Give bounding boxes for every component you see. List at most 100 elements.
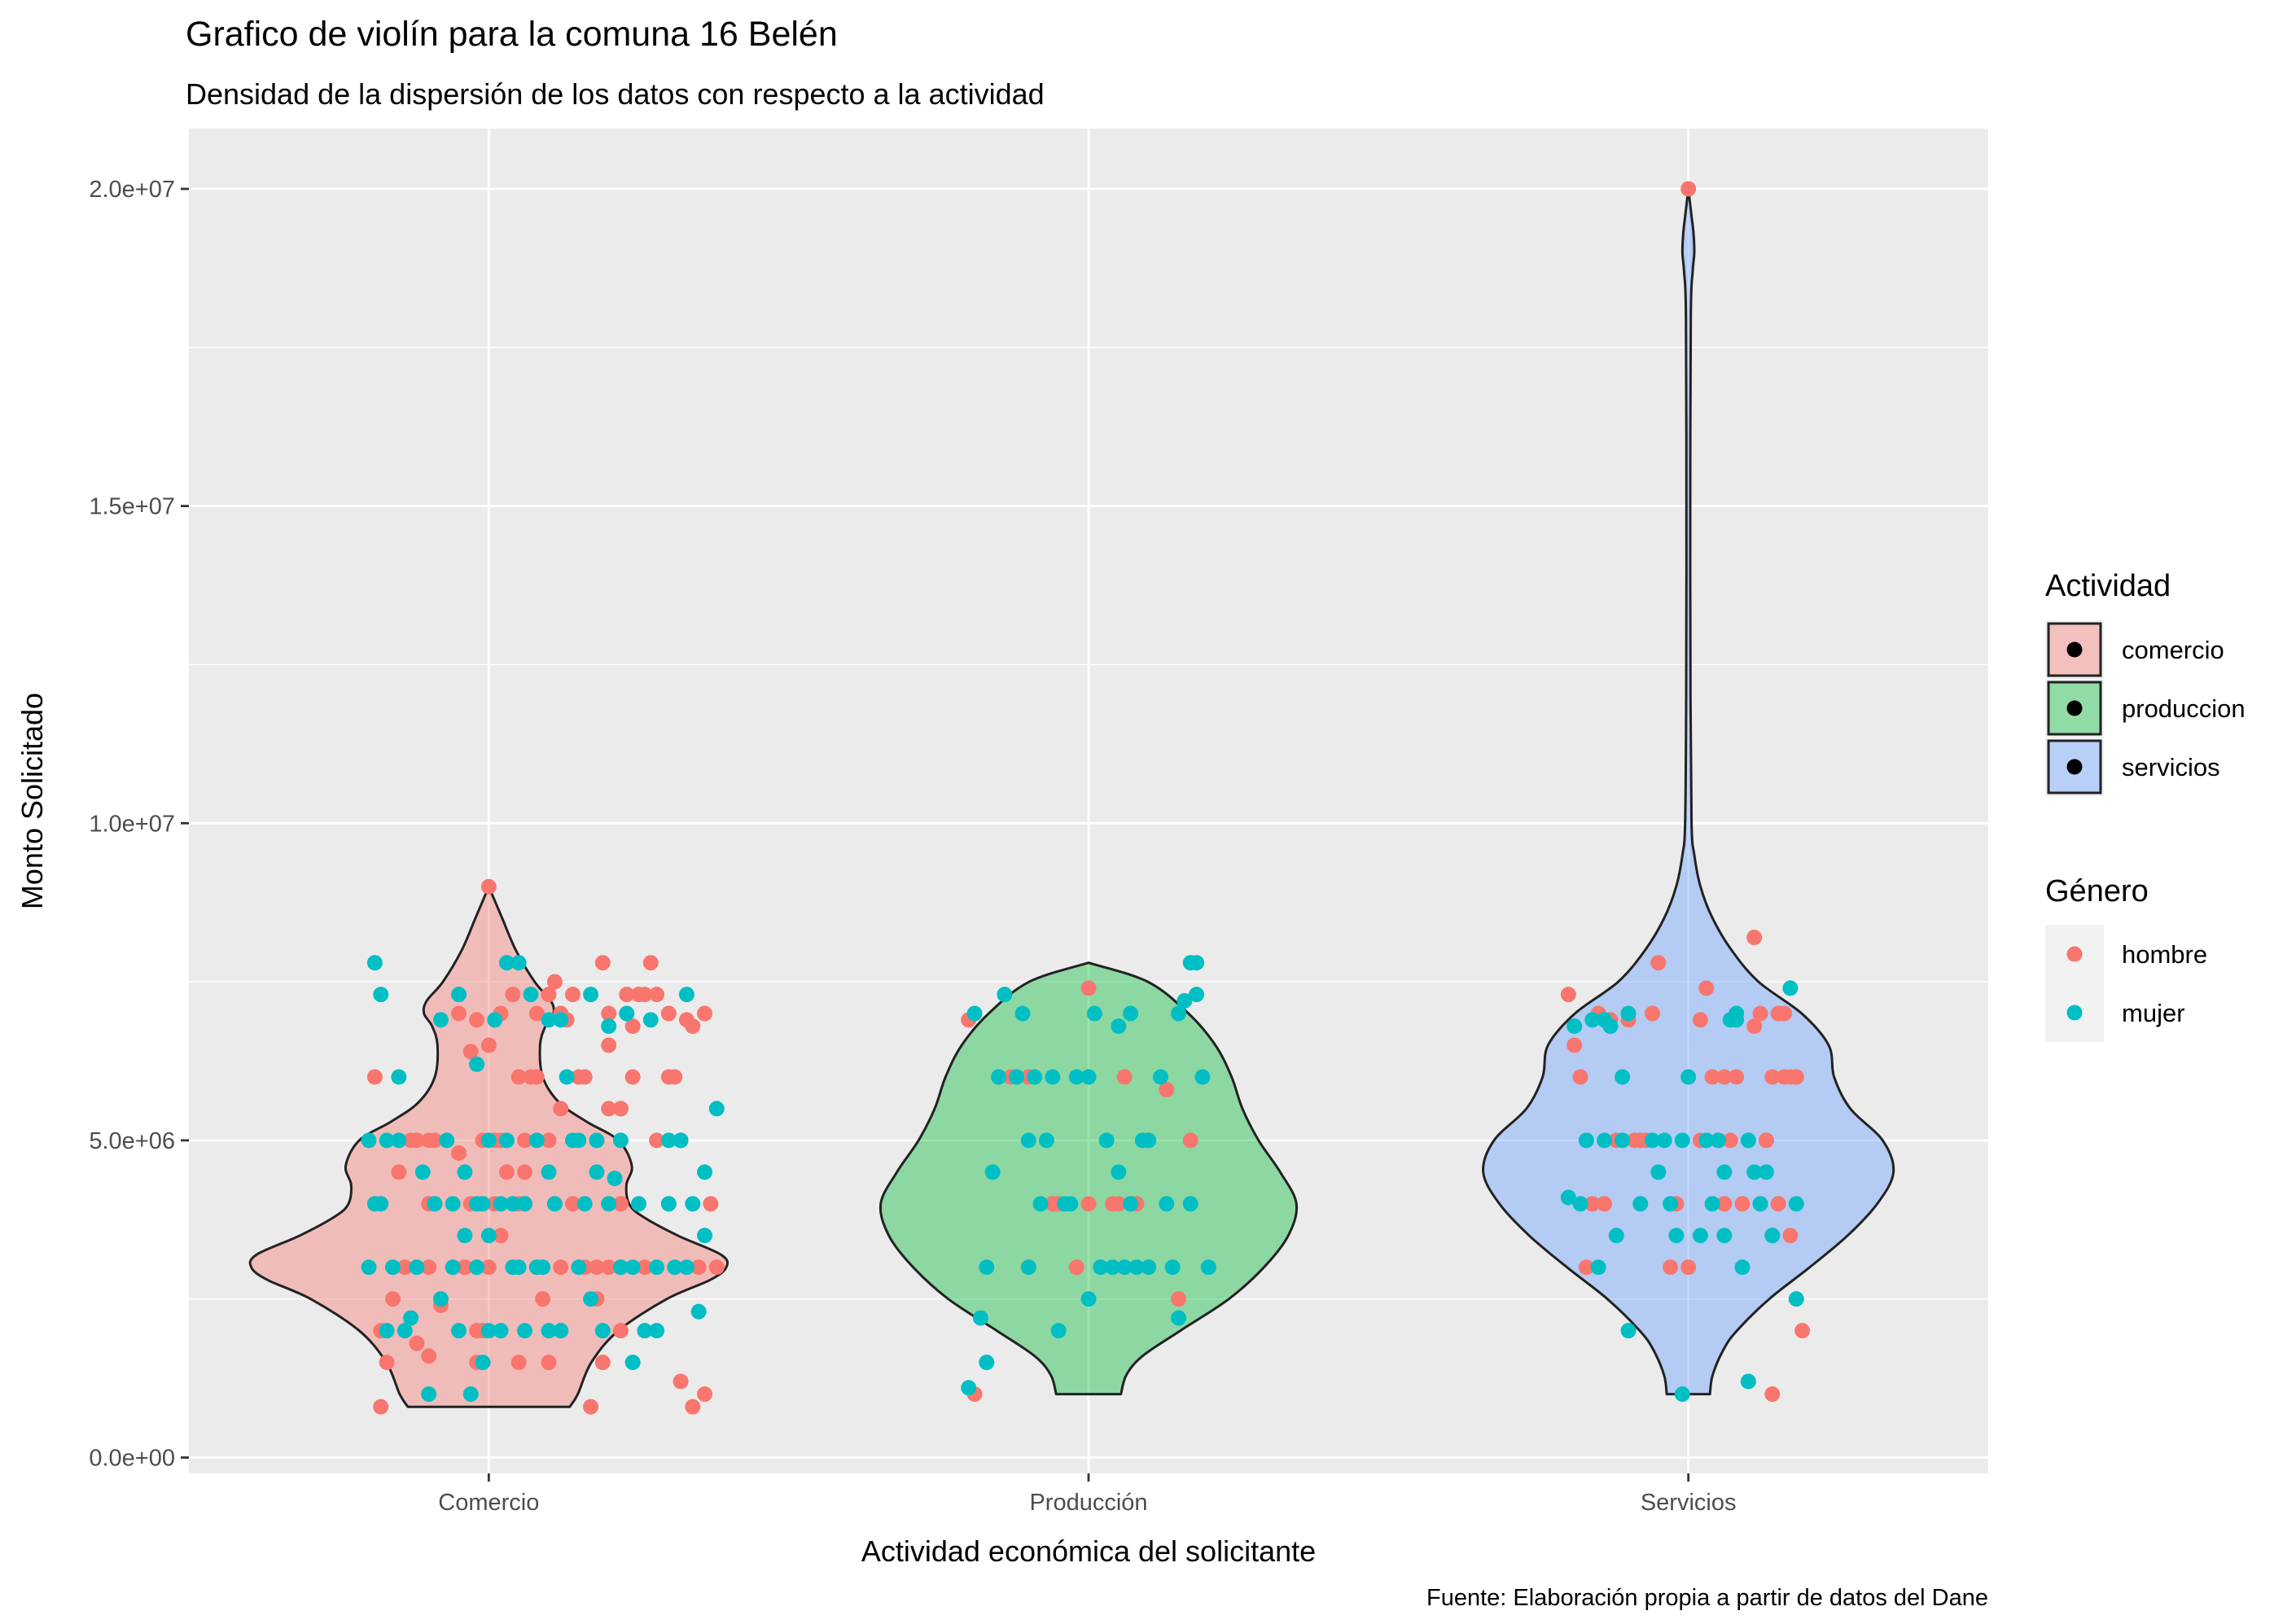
legend-actividad-title: Actividad [2045,569,2171,603]
point-mujer [673,1132,689,1149]
point-mujer [1045,1069,1061,1085]
point-hombre [462,1044,479,1060]
point-mujer [1189,955,1205,971]
x-tick-label: Producción [1029,1490,1147,1516]
point-mujer [649,1259,665,1276]
legend-label-produccion: produccion [2122,694,2246,723]
point-mujer [421,1386,437,1403]
point-hombre [1698,980,1715,996]
point-hombre [409,1335,425,1351]
point-hombre [564,1196,581,1212]
point-mujer [1560,1189,1576,1206]
point-mujer [553,1323,569,1339]
point-hombre [1680,1259,1697,1276]
legend-label-hombre: hombre [2122,940,2207,969]
point-hombre [594,955,611,971]
point-hombre [619,987,635,1003]
point-mujer [1020,1132,1036,1149]
point-mujer [469,1056,485,1072]
point-mujer [379,1132,395,1149]
legend-label-servicios: servicios [2122,753,2220,781]
point-mujer [1632,1196,1649,1212]
point-hombre [601,1259,617,1276]
point-hombre [1746,930,1763,946]
point-mujer [1644,1132,1660,1149]
point-hombre [1566,1037,1583,1053]
point-hombre [601,1005,617,1022]
point-mujer [559,1069,575,1085]
point-hombre [397,1259,413,1276]
point-hombre [1716,1196,1733,1212]
point-mujer [1123,1005,1139,1022]
point-mujer [1597,1132,1613,1149]
point-mujer [445,1196,461,1212]
point-hombre [612,1323,629,1339]
point-hombre [523,1069,539,1085]
point-mujer [637,1323,653,1339]
y-tick-label: 2.0e+07 [89,177,175,203]
point-mujer [685,1196,701,1212]
point-hombre [1734,1196,1750,1212]
point-hombre [1597,1196,1613,1212]
point-mujer [1104,1259,1120,1276]
point-hombre [1770,1196,1786,1212]
point-mujer [1200,1259,1216,1276]
point-mujer [660,1132,677,1149]
data-points [361,181,1811,1415]
point-mujer [1584,1012,1601,1028]
point-hombre [421,1259,437,1276]
point-mujer [1788,1196,1804,1212]
point-hombre [1722,1132,1738,1149]
point-hombre [384,1291,401,1307]
point-mujer [1734,1259,1750,1276]
point-mujer [979,1355,995,1371]
point-mujer [361,1132,377,1149]
point-hombre [541,1355,557,1371]
point-mujer [1788,1291,1804,1307]
point-mujer [667,1259,683,1276]
point-mujer [1159,1196,1175,1212]
point-mujer [541,1323,557,1339]
point-mujer [1194,1069,1211,1085]
point-hombre [1584,1196,1601,1212]
point-hombre [480,1259,497,1276]
point-hombre [1080,980,1097,996]
point-mujer [1189,987,1205,1003]
point-hombre [624,1069,641,1085]
point-mujer [397,1323,413,1339]
point-mujer [1068,1069,1084,1085]
point-hombre [583,1399,599,1415]
point-mujer [690,1303,707,1320]
point-hombre [517,1132,533,1149]
point-mujer [1093,1259,1109,1276]
point-mujer [660,1196,677,1212]
point-mujer [589,1164,605,1180]
point-hombre [451,1145,467,1161]
point-mujer [462,1386,479,1403]
point-hombre [553,1101,569,1117]
point-mujer [427,1196,443,1212]
point-hombre [667,1069,683,1085]
legend-actividad: Actividad comercio produccion servicios [2045,569,2246,796]
point-hombre [480,1037,497,1053]
point-mujer [583,1291,599,1307]
point-mujer [487,1012,503,1028]
point-hombre [505,987,521,1003]
point-hombre [612,1101,629,1117]
point-hombre [1626,1132,1642,1149]
point-hombre [685,1399,701,1415]
point-hombre [1788,1069,1804,1085]
point-hombre [1692,1012,1708,1028]
point-hombre [594,1355,611,1371]
point-hombre [546,974,563,990]
point-hombre [1663,1259,1679,1276]
point-hombre [1578,1259,1594,1276]
legend-dot-hombre [2066,946,2083,962]
point-mujer [1050,1323,1067,1339]
point-hombre [379,1355,395,1371]
point-mujer [1758,1164,1774,1180]
point-hombre [1644,1005,1660,1022]
x-axis-title: Actividad económica del solicitante [861,1534,1316,1568]
point-mujer [1674,1386,1690,1403]
point-mujer [1063,1196,1079,1212]
